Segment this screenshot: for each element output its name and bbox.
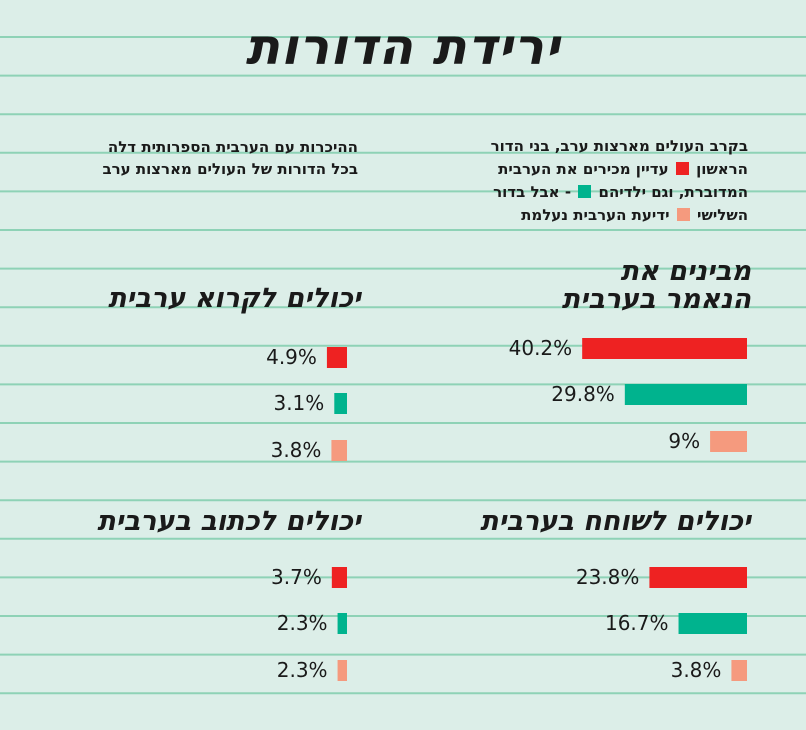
description-second-generation-text: המדוברת, וגם ילדיהם (598, 183, 748, 201)
description-right-line2: הראשון עדיין מכירים את הערבית (408, 158, 748, 181)
chart-understand-title-line1: מבינים את (620, 256, 751, 287)
description-first-generation-text: הראשון (696, 160, 748, 178)
bar-read-first-generation (326, 347, 347, 368)
value-label-write-third-generation: 2.3% (277, 658, 328, 682)
chart-understand-title: מבינים את הנאמר בערבית (562, 258, 751, 314)
page-title: ירידת הדורות (245, 18, 561, 76)
second-generation-swatch (578, 185, 592, 198)
bar-read-second-generation (334, 393, 347, 414)
value-label-speak-third-generation: 3.8% (671, 658, 722, 682)
first-generation-swatch (675, 162, 689, 175)
chart-read-title: יכולים לקרוא ערבית (108, 285, 361, 313)
description-line2-rest: עדיין מכירים את הערבית (498, 160, 669, 178)
description-right-line3: המדוברת, וגם ילדיהם - אבל בדור (408, 181, 748, 204)
description-right: בקרב העולים מארצות ערב, בני הדור הראשון … (408, 135, 748, 227)
bar-speak-first-generation (649, 567, 747, 588)
bar-understand-third-generation (710, 431, 747, 452)
value-label-read-first-generation: 4.9% (266, 345, 317, 369)
value-label-write-first-generation: 3.7% (271, 565, 322, 589)
description-left-line1: ההיכרות עם הערבית הספרותית דלה (107, 138, 358, 156)
bar-understand-first-generation (582, 338, 747, 359)
value-label-write-second-generation: 2.3% (277, 611, 328, 635)
value-label-understand-second-generation: 29.8% (551, 382, 615, 406)
chart-write-title: יכולים לכתוב בערבית (97, 508, 361, 536)
value-label-speak-second-generation: 16.7% (605, 611, 669, 635)
description-line3-rest: - אבל בדור (493, 183, 572, 201)
chart-write-title-line1: יכולים לכתוב בערבית (97, 506, 361, 537)
value-label-speak-first-generation: 23.8% (576, 565, 640, 589)
bar-read-third-generation (331, 440, 347, 461)
chart-read-title-line1: יכולים לקרוא ערבית (108, 283, 361, 314)
description-line4-rest: ידיעת הערבית נעלמת (521, 206, 670, 224)
bar-write-first-generation (331, 567, 347, 588)
bar-write-third-generation (337, 660, 347, 681)
chart-speak-title: יכולים לשוחח בערבית (480, 508, 751, 536)
third-generation-swatch (676, 208, 690, 221)
chart-speak-title-line1: יכולים לשוחח בערבית (480, 506, 751, 537)
chart-understand-title-line2: הנאמר בערבית (561, 284, 751, 315)
description-right-line1: בקרב העולים מארצות ערב, בני הדור (490, 137, 748, 155)
bar-speak-second-generation (678, 613, 747, 634)
value-label-understand-first-generation: 40.2% (509, 336, 573, 360)
value-label-understand-third-generation: 9% (668, 429, 700, 453)
value-label-read-second-generation: 3.1% (273, 391, 324, 415)
value-label-read-third-generation: 3.8% (271, 438, 322, 462)
bar-understand-second-generation (624, 384, 747, 405)
bar-speak-third-generation (731, 660, 747, 681)
description-right-line4: השלישי ידיעת הערבית נעלמת (408, 204, 748, 227)
description-left-line2: בכל הדורות של העולים מארצות ערב (102, 160, 358, 178)
description-left: ההיכרות עם הערבית הספרותית דלה בכל הדורו… (18, 136, 358, 180)
bar-write-second-generation (337, 613, 347, 634)
description-third-generation-text: השלישי (697, 206, 748, 224)
